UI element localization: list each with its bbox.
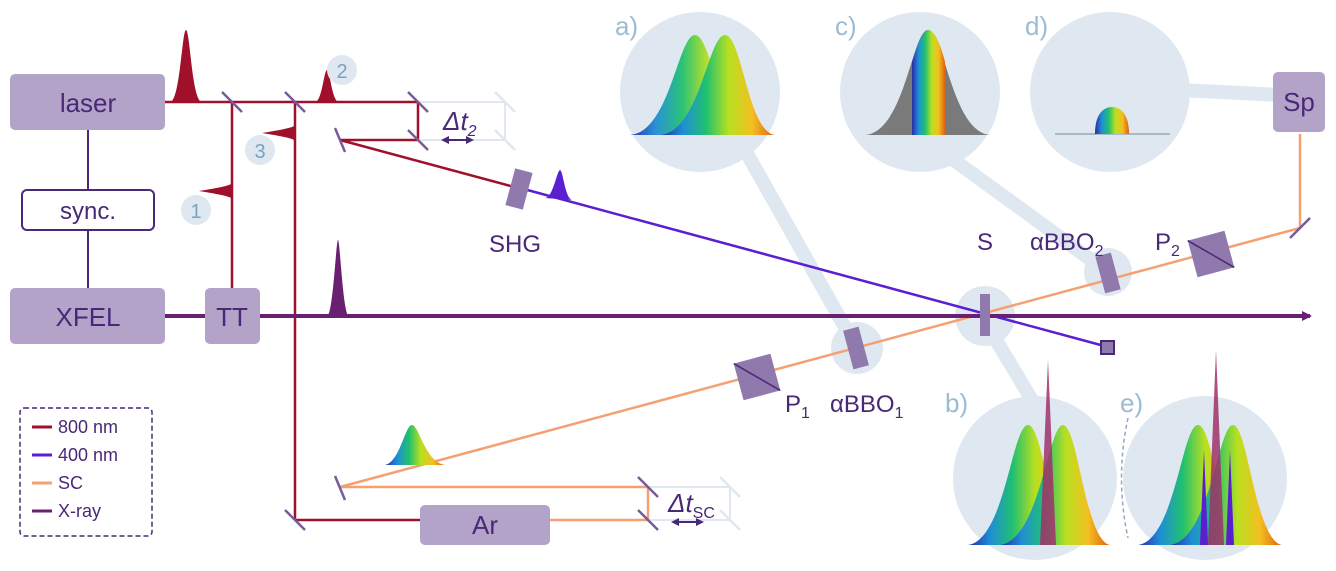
pulse-3 [262,125,295,141]
beam-400nm [519,186,1109,349]
pulse-400nm [545,170,572,200]
panel-a-label: a) [615,11,638,41]
dt2-label: Δt2 [442,106,477,140]
legend-label-400nm: 400 nm [58,445,118,465]
tt-label: TT [216,302,248,332]
sample-label: S [977,229,993,256]
panel-b-label: b) [945,388,968,418]
xfel-label: XFEL [55,302,120,332]
ar-box [420,505,550,545]
pulse-xray [327,240,349,316]
laser-box [10,74,165,130]
legend-label-800nm: 800 nm [58,417,118,437]
spectrum-c [865,30,990,135]
spectrum-circle-d [1030,12,1190,172]
beam-800nm [165,100,519,522]
p1-label: P1 [785,391,810,422]
shg-label: SHG [489,231,541,258]
beam-dump [1100,340,1115,355]
abbo1-crystal [843,326,869,370]
marker-3-label: 3 [254,141,265,163]
overlap-dash [1120,417,1129,539]
abbo2-crystal [1095,252,1121,294]
sp-label: Sp [1283,87,1315,117]
tt-box [205,288,260,344]
sync-label: sync. [60,198,116,225]
abbo2-label: αBBO2 [1030,229,1104,260]
spectrum-a [630,35,775,135]
xfel-box [10,288,165,344]
polarizer-p2 [1187,230,1235,278]
dt2-arrowheads [441,136,474,144]
spectrum-d [1055,107,1170,135]
marker-3 [245,135,275,165]
pulse-1 [199,183,232,199]
legend-box [19,407,153,537]
dtsc-label: ΔtSC [667,488,715,522]
legend-label-xray: X-ray [58,501,101,521]
shg-crystal [505,168,533,210]
sp-box [1273,72,1325,132]
laser-label: laser [60,88,117,118]
beam-dtsc-ghost [648,486,731,521]
marker-2-label: 2 [336,61,347,83]
dtsc-arrowheads [671,518,704,526]
abbo1-label: αBBO1 [830,391,904,422]
marker-1-label: 1 [190,201,201,223]
polarizer-p1 [733,353,781,401]
pulse-2 [315,70,339,102]
ar-label: Ar [472,510,498,540]
legend: 800 nm 400 nm SC X-ray [32,417,118,521]
pulse-laser [170,30,202,102]
beam-sc [339,134,1302,522]
marker-2 [327,55,357,85]
panel-e-label: e) [1120,388,1143,418]
ghost-mirrors [494,91,741,531]
mirrors [221,91,1311,531]
spectrum-b [968,360,1110,545]
sample [980,294,990,336]
panel-c-label: c) [835,11,857,41]
panel-d-label: d) [1025,11,1048,41]
marker-1 [181,195,211,225]
legend-label-sc: SC [58,473,83,493]
p2-label: P2 [1155,229,1180,260]
sync-box [21,189,155,231]
spectrum-e [1138,350,1282,545]
pulse-sc [385,425,445,465]
